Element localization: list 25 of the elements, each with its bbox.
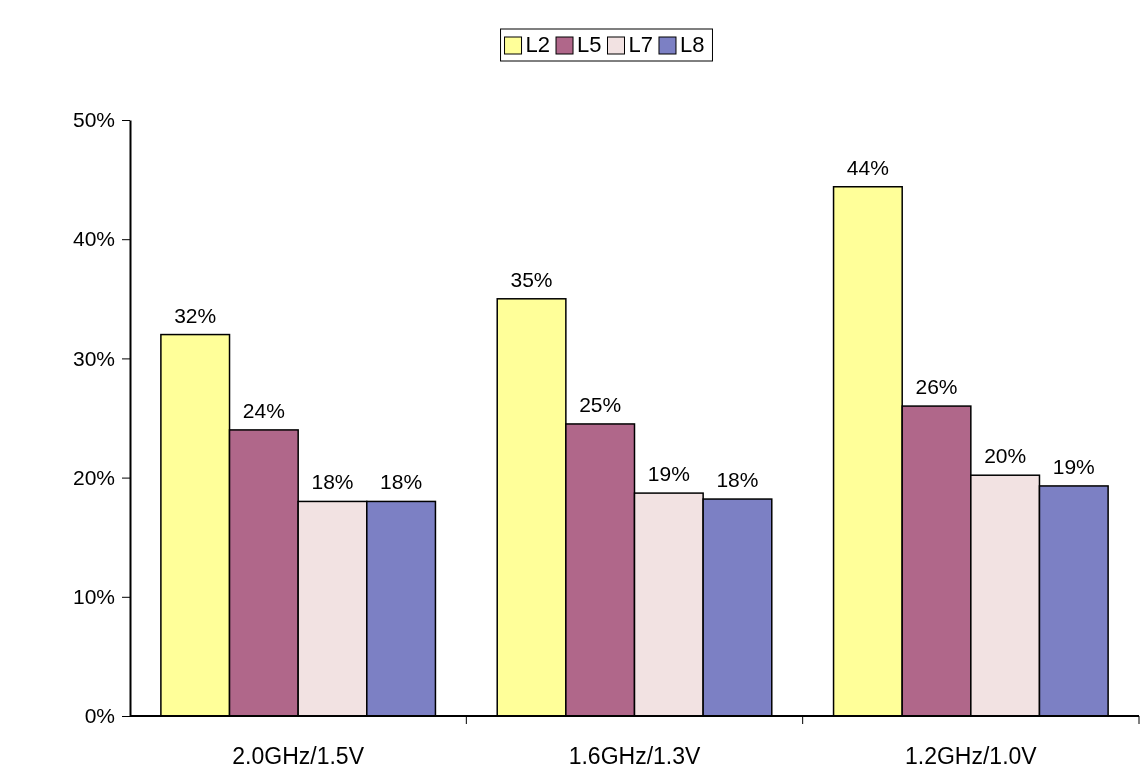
y-tick-label: 0% bbox=[84, 704, 115, 728]
x-tick-label: 2.0GHz/1.5V bbox=[232, 743, 365, 769]
x-tick-label: 1.2GHz/1.0V bbox=[904, 743, 1038, 769]
y-tick-label: 10% bbox=[72, 585, 115, 609]
legend-label: L2 bbox=[525, 32, 551, 57]
data-label: 25% bbox=[579, 392, 622, 416]
legend-label: L5 bbox=[577, 32, 602, 57]
x-tick-label: 1.6GHz/1.3V bbox=[568, 743, 701, 769]
y-tick-label: 50% bbox=[72, 108, 115, 132]
data-label: 24% bbox=[242, 398, 285, 422]
y-tick-label: 30% bbox=[72, 346, 115, 370]
y-tick-label: 20% bbox=[72, 465, 115, 489]
data-label: 26% bbox=[915, 375, 958, 399]
data-label: 19% bbox=[647, 462, 690, 486]
legend-label: L7 bbox=[628, 32, 653, 57]
data-label: 44% bbox=[846, 155, 889, 179]
data-label: 18% bbox=[716, 468, 759, 492]
data-label: 18% bbox=[311, 470, 354, 494]
data-label: 18% bbox=[380, 470, 423, 494]
data-label: 32% bbox=[174, 303, 217, 327]
data-label: 19% bbox=[1052, 454, 1095, 478]
legend-label: L8 bbox=[679, 32, 705, 57]
y-tick-label: 40% bbox=[72, 227, 115, 251]
data-label: 20% bbox=[984, 444, 1027, 468]
data-label: 35% bbox=[510, 267, 553, 291]
